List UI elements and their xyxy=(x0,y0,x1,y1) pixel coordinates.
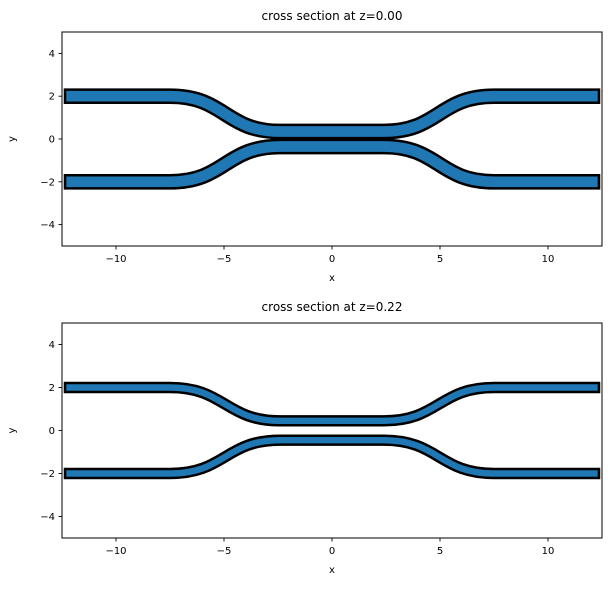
x-tick-label: −10 xyxy=(105,546,126,557)
subplot-2-title: cross section at z=0.22 xyxy=(262,300,403,314)
y-tick-label: 4 xyxy=(49,49,55,60)
bottom-waveguide-core xyxy=(66,436,598,477)
coupler-shapes xyxy=(63,381,601,480)
subplot-2-axes: −10 −5 0 5 10 −4 −2 0 2 4 xyxy=(40,322,603,557)
subplot-2: cross section at z=0.22 −10 −5 0 5 10 −4 −2 0 2 4… xyxy=(7,300,603,576)
subplot-1-xaxis-label: x xyxy=(329,273,335,284)
x-tick-label: 0 xyxy=(329,254,335,265)
x-tick-label: −5 xyxy=(217,546,232,557)
plot-background xyxy=(62,323,602,538)
coupler-shapes xyxy=(63,88,601,190)
y-tick-label: 4 xyxy=(49,340,55,351)
subplot-1-title: cross section at z=0.00 xyxy=(262,9,403,23)
x-tick-label: −10 xyxy=(105,254,126,265)
subplot-1: cross section at z=0.00 −10 −5 0 5 10 −4 −2 0 2 4… xyxy=(7,9,603,284)
y-tick-label: −2 xyxy=(40,469,55,480)
top-waveguide-core xyxy=(66,90,598,137)
subplot-2-yaxis-label: y xyxy=(7,427,18,433)
top-waveguide-core xyxy=(66,384,598,425)
subplot-1-axes: −10 −5 0 5 10 −4 −2 0 2 4 xyxy=(40,31,603,265)
y-tick-label: −4 xyxy=(40,512,55,523)
x-tick-label: 5 xyxy=(437,546,443,557)
subplot-2-xaxis-label: x xyxy=(329,565,335,576)
subplot-1-yaxis-label: y xyxy=(7,136,18,142)
x-tick-label: 10 xyxy=(542,546,555,557)
x-tick-label: −5 xyxy=(217,254,232,265)
y-tick-label: 2 xyxy=(49,92,55,103)
x-tick-label: 10 xyxy=(542,254,555,265)
y-tick-label: −2 xyxy=(40,177,55,188)
y-tick-label: 2 xyxy=(49,383,55,394)
bottom-waveguide-core xyxy=(66,141,598,188)
y-tick-label: 0 xyxy=(49,426,55,437)
x-tick-label: 5 xyxy=(437,254,443,265)
y-tick-label: −4 xyxy=(40,220,55,231)
x-tick-label: 0 xyxy=(329,546,335,557)
y-tick-label: 0 xyxy=(49,135,55,146)
